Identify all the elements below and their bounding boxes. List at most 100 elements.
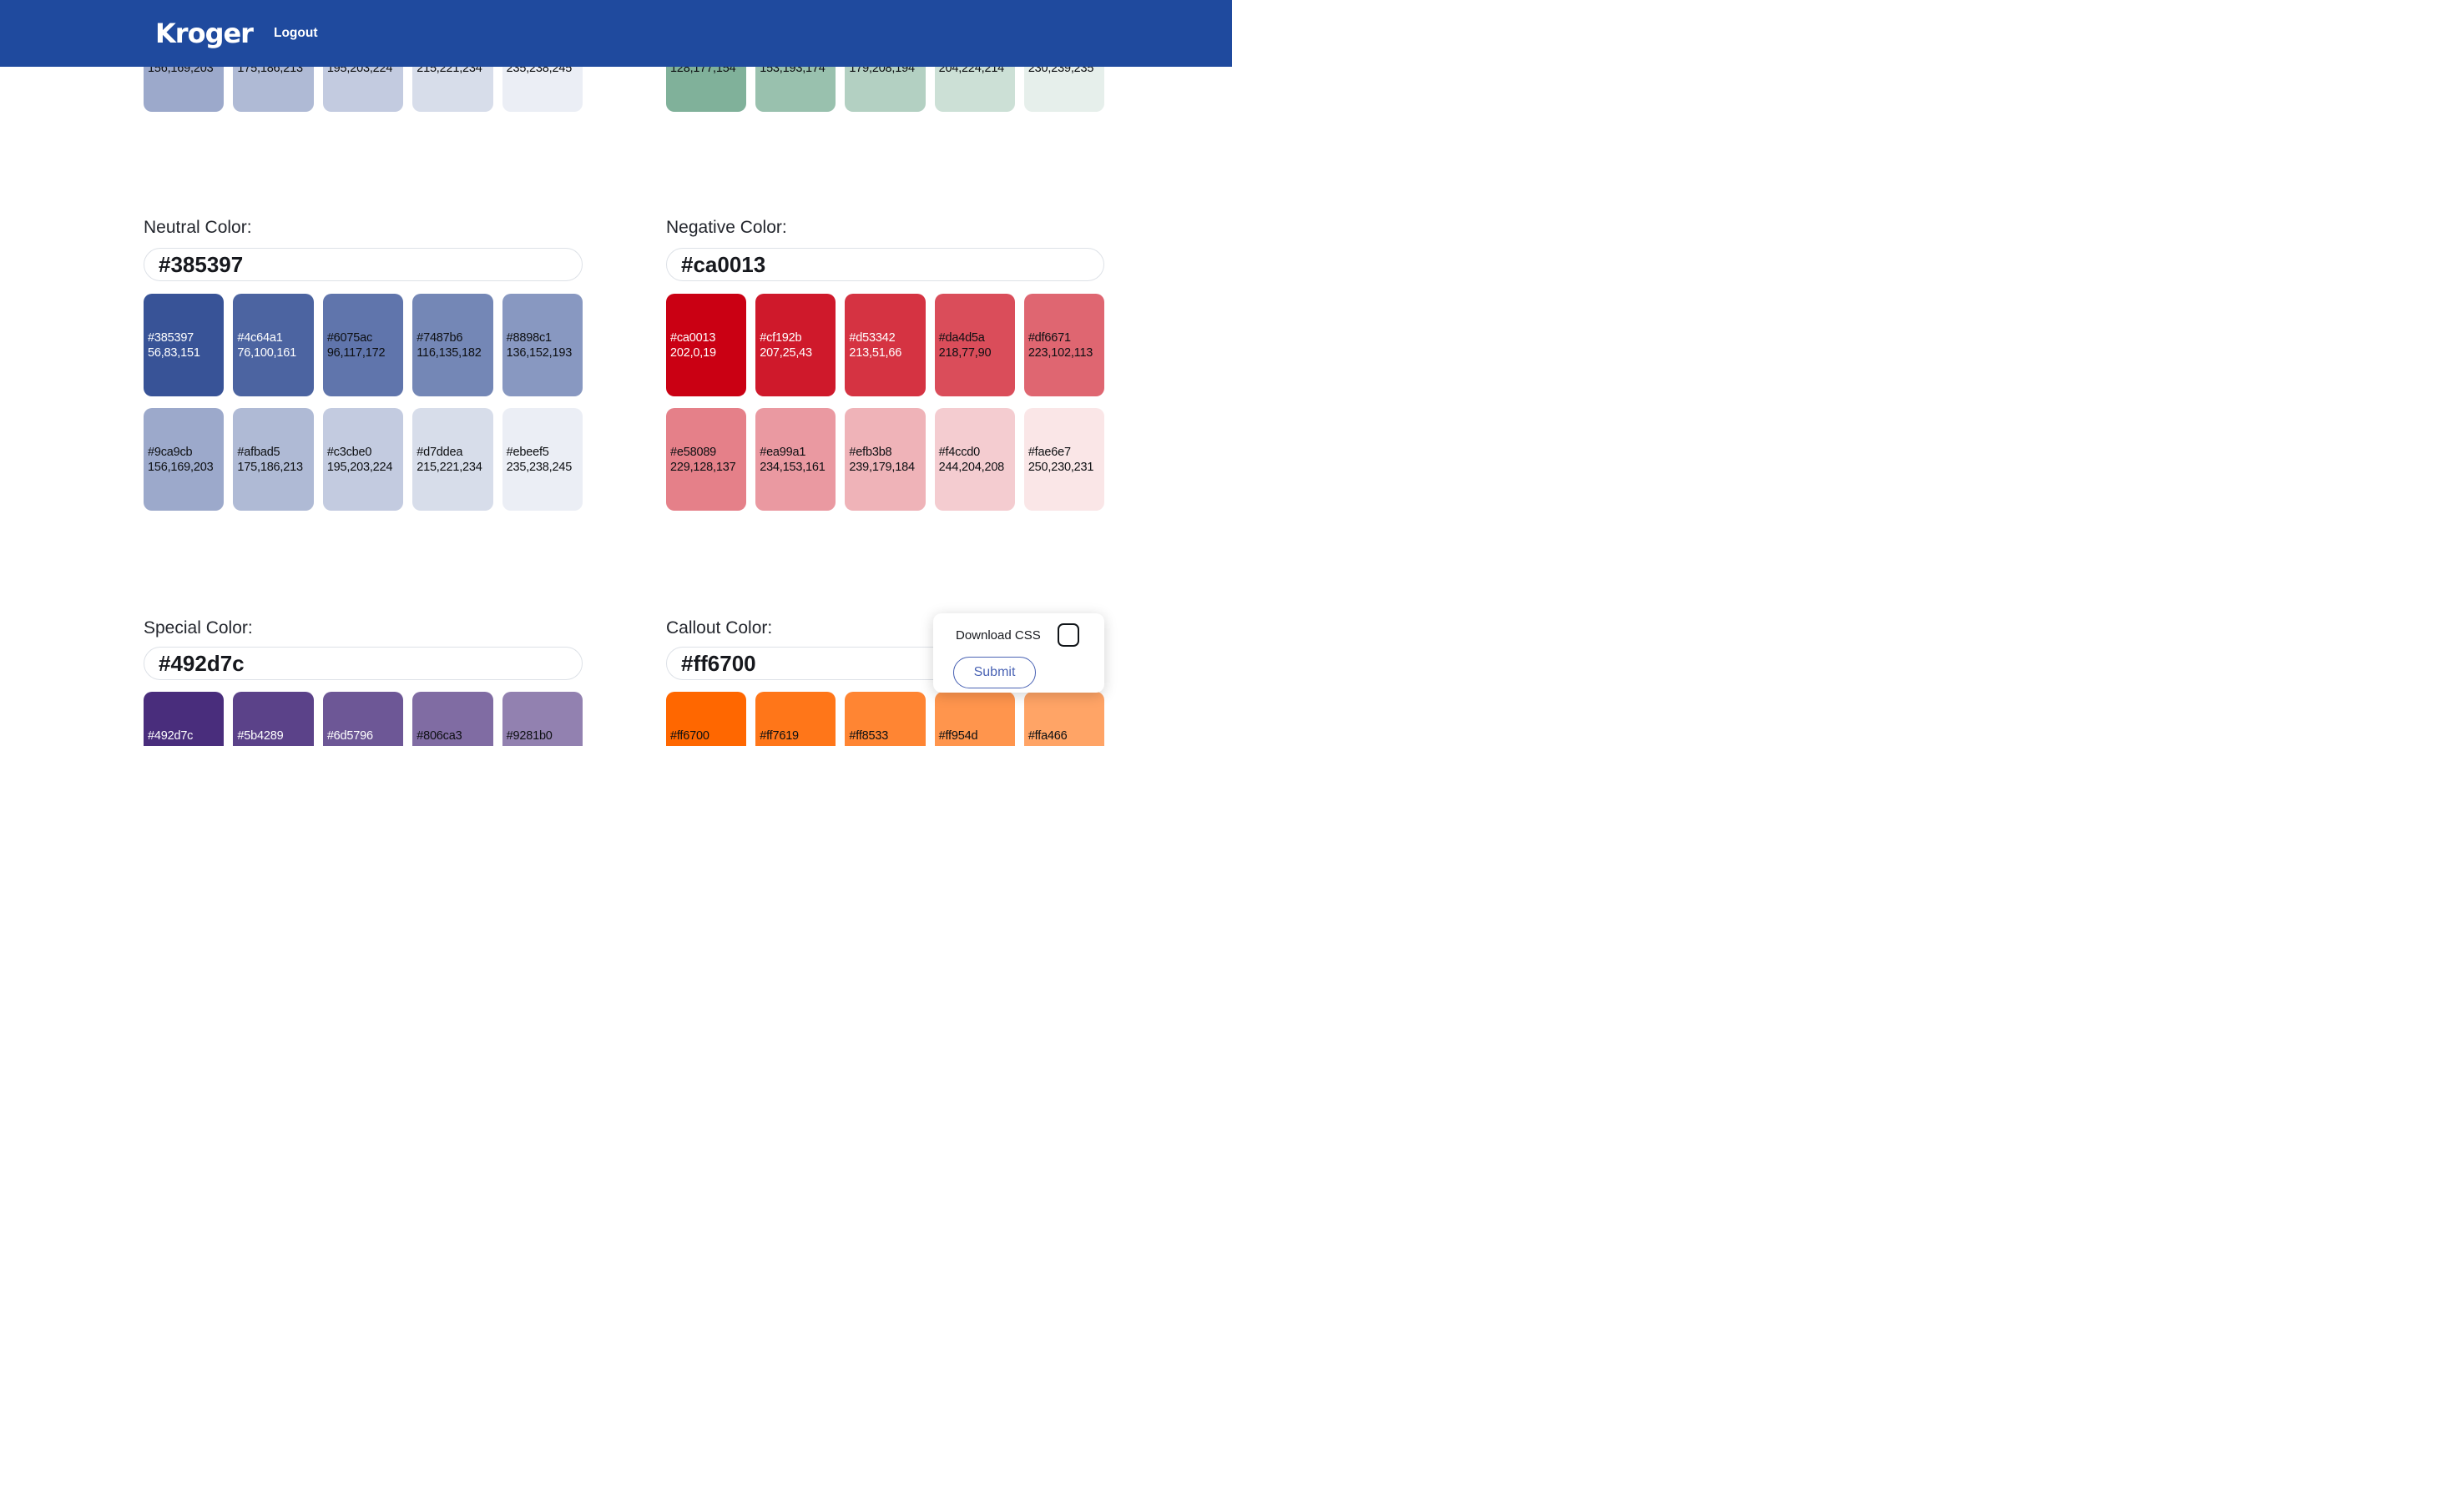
swatch-hex-label: #df6671	[1028, 330, 1071, 345]
swatch-hex-label: #da4d5a	[938, 330, 985, 345]
color-swatch-6d5796: #6d5796109,87,150	[322, 692, 404, 747]
swatch-rgb-label: 128,108,163	[417, 743, 492, 747]
swatch-hex-label: #6d5796	[326, 728, 373, 743]
neutral-color-input[interactable]	[144, 248, 583, 281]
swatch-hex-label: #ea99a1	[760, 445, 806, 459]
swatch-hex-label: #efb3b8	[849, 445, 892, 459]
swatch-hex-label: #ff6700	[670, 728, 709, 743]
swatch-hex-label: #4c64a1	[237, 330, 283, 345]
kroger-logo[interactable]: Kroger	[155, 18, 254, 49]
swatch-hex-label: #ffa466	[1028, 728, 1068, 743]
swatch-rows: #492d7c73,45,124#5b428991,66,137#6d57961…	[144, 692, 583, 746]
callout-color-label: Callout Color:	[666, 618, 773, 638]
color-swatch-5b4289: #5b428991,66,137	[233, 692, 314, 747]
swatch-hex-label: #afbad5	[237, 445, 280, 459]
swatch-rgb-label: 255,133,51	[849, 743, 925, 747]
swatch-hex-label: #fae6e7	[1028, 445, 1071, 459]
palette-section-special: Special Color: #492d7c73,45,124#5b428991…	[144, 0, 583, 746]
color-swatch-8898c1: #8898c1 136,152,193	[502, 294, 583, 396]
submit-button[interactable]: Submit	[953, 657, 1036, 688]
swatch-rgb-label: 76,100,161	[237, 345, 296, 360]
color-swatch-7487b6: #7487b6 116,135,182	[412, 294, 493, 396]
swatch-hex-label: #e58089	[670, 445, 717, 459]
swatch-hex-label: #ca0013	[670, 330, 716, 345]
app-header: Kroger Logout	[0, 0, 1232, 67]
swatch-rgb-label: 215,221,234	[417, 460, 482, 474]
page: #9ca9cb156,169,203#afbad5175,186,213#c3c…	[0, 0, 1232, 746]
color-swatch-ff7619: #ff7619255,118,25	[755, 692, 836, 746]
swatch-hex-label: #9281b0	[506, 728, 553, 743]
swatch-rows: #ca0013 202,0,19 #cf192b 207,25,43 #d53342 21…	[666, 294, 1105, 511]
color-swatch-6075ac: #6075ac 96,117,172	[322, 294, 404, 396]
color-swatch-d53342: #d53342 213,51,66	[845, 294, 926, 396]
swatch-rgb-label: 207,25,43	[760, 345, 812, 360]
color-swatch-da4d5a: #da4d5a 218,77,90	[934, 294, 1015, 396]
download-css-label: Download CSS	[956, 628, 1041, 643]
color-swatch-fae6e7: #fae6e7 250,230,231	[1023, 408, 1105, 511]
swatch-hex-label: #c3cbe0	[326, 445, 372, 459]
swatch-hex-label: #cf192b	[760, 330, 802, 345]
logout-link[interactable]: Logout	[274, 26, 318, 40]
swatch-hex-label: #806ca3	[417, 728, 462, 743]
swatch-rgb-label: 73,45,124	[148, 743, 224, 747]
swatch-row: #e58089 229,128,137 #ea99a1 234,153,161 #efb…	[666, 408, 1105, 511]
color-swatch-ff6700: #ff6700255,103,0	[666, 692, 747, 747]
swatch-hex-label: #7487b6	[417, 330, 463, 345]
negative-color-input[interactable]	[666, 248, 1104, 281]
color-swatch-cf192b: #cf192b 207,25,43	[755, 294, 836, 396]
swatch-hex-label: #492d7c	[148, 728, 194, 743]
color-swatch-ffa466: #ffa466255,164,102	[1023, 692, 1105, 746]
swatch-rgb-label: 255,103,0	[670, 743, 746, 747]
swatch-rgb-label: 213,51,66	[849, 345, 902, 360]
swatch-rgb-label: 109,87,150	[327, 743, 403, 747]
swatch-rows: #ff6700255,103,0#ff7619255,118,25#ff8533…	[666, 692, 1105, 747]
swatch-hex-label: #8898c1	[506, 330, 552, 345]
color-swatch-df6671: #df6671 223,102,113	[1023, 294, 1105, 396]
color-swatch-e58089: #e58089 229,128,137	[666, 408, 747, 511]
swatch-row: #385397 56,83,151 #4c64a1 76,100,161 #6075ac…	[144, 294, 583, 396]
color-swatch-f4ccd0: #f4ccd0 244,204,208	[934, 408, 1015, 511]
swatch-rows: #385397 56,83,151 #4c64a1 76,100,161 #6075ac…	[144, 294, 583, 511]
swatch-rgb-label: 235,238,245	[506, 460, 573, 474]
swatch-hex-label: #ebeef5	[506, 445, 549, 459]
swatch-rgb-label: 96,117,172	[326, 345, 386, 360]
swatch-rgb-label: 195,203,224	[326, 460, 393, 474]
swatch-rgb-label: 146,129,176	[507, 743, 583, 747]
swatch-hex-label: #ff8533	[849, 728, 889, 743]
swatch-hex-label: #ff7619	[760, 728, 799, 743]
neutral-color-label: Neutral Color:	[144, 218, 252, 237]
color-swatch-4c64a1: #4c64a1 76,100,161	[233, 294, 314, 396]
swatch-hex-label: #6075ac	[326, 330, 373, 345]
swatch-hex-label: #f4ccd0	[938, 445, 981, 459]
swatch-rgb-label: 56,83,151	[148, 345, 200, 360]
swatch-rgb-label: 91,66,137	[237, 743, 313, 747]
swatch-rgb-label: 234,153,161	[760, 460, 826, 474]
swatch-rgb-label: 255,118,25	[760, 743, 836, 747]
swatch-rgb-label: 218,77,90	[938, 345, 992, 360]
palette-section-neutral: Neutral Color: #38539756,83,151#4c64a176…	[144, 0, 583, 746]
color-swatch-ff954d: #ff954d255,149,77	[934, 692, 1015, 746]
color-swatch-9281b0: #9281b0146,129,176	[502, 692, 583, 746]
swatch-rgb-label: 223,102,113	[1028, 345, 1093, 360]
swatch-hex-label: #d53342	[849, 330, 896, 345]
swatch-rgb-label: 250,230,231	[1028, 460, 1094, 474]
swatch-row: #ca0013 202,0,19 #cf192b 207,25,43 #d53342 21…	[666, 294, 1105, 396]
swatch-rgb-label: 116,135,182	[417, 345, 482, 360]
swatch-rgb-label: 202,0,19	[670, 345, 716, 360]
swatch-hex-label: #5b4289	[237, 728, 284, 743]
swatch-hex-label: #385397	[148, 330, 194, 345]
download-css-checkbox[interactable]	[1058, 623, 1079, 647]
swatch-rgb-label: 156,169,203	[148, 460, 214, 474]
color-swatch-385397: #385397 56,83,151	[144, 294, 225, 396]
special-color-input[interactable]	[144, 647, 583, 680]
swatch-row: #ff6700255,103,0#ff7619255,118,25#ff8533…	[666, 692, 1105, 747]
swatch-rgb-label: 136,152,193	[506, 345, 573, 360]
swatch-rgb-label: 175,186,213	[237, 460, 303, 474]
negative-color-label: Negative Color:	[666, 218, 787, 237]
